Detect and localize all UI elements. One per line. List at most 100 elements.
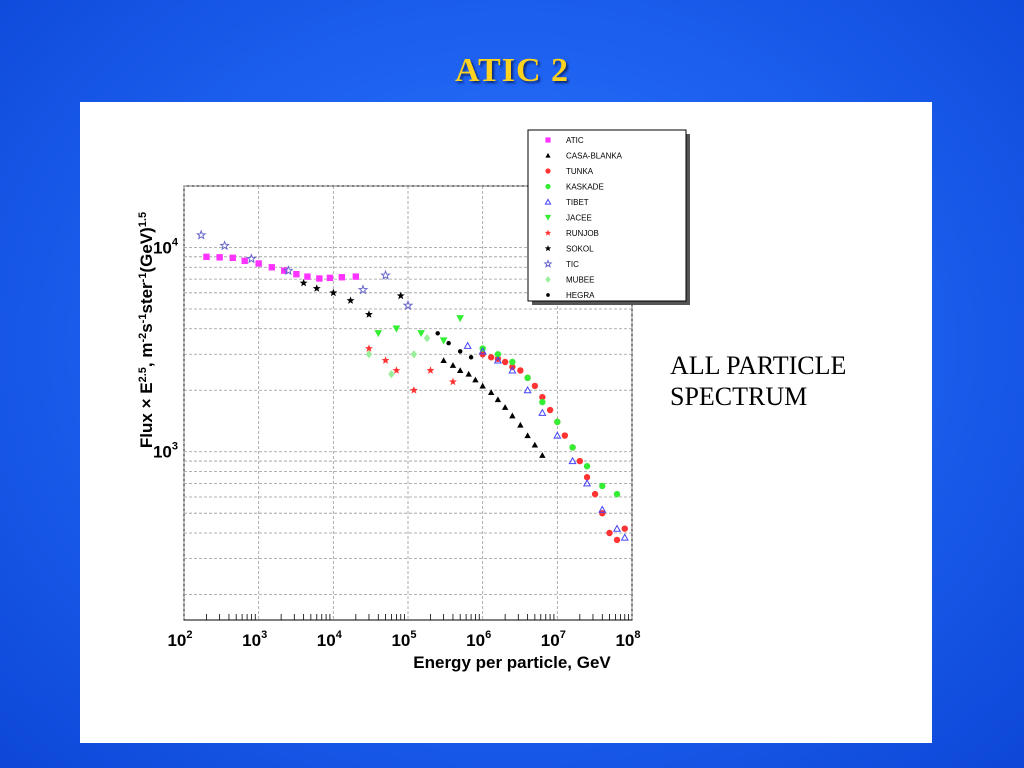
data-point — [582, 479, 592, 487]
data-point — [501, 358, 509, 366]
legend-marker — [546, 293, 550, 297]
y-axis-title: Flux × E2.5, m-2s-1ster-1(GeV)1.5 — [137, 212, 156, 448]
legend-label: SOKOL — [566, 245, 594, 254]
y-axis-title-part: , m — [137, 343, 156, 368]
data-point — [538, 408, 547, 416]
data-point — [599, 482, 606, 490]
data-point — [410, 386, 418, 394]
data-point — [463, 341, 472, 349]
legend-label: TUNKA — [566, 167, 594, 176]
data-point — [283, 265, 294, 276]
tick-base: 10 — [153, 443, 172, 462]
data-point — [509, 358, 516, 366]
data-point — [329, 288, 338, 297]
x-tick-label: 103 — [242, 629, 267, 650]
series-runjob — [365, 344, 457, 394]
legend-marker — [545, 152, 551, 158]
data-point — [312, 284, 321, 292]
legend-marker — [544, 198, 552, 205]
data-point — [524, 432, 531, 439]
data-point — [501, 404, 509, 410]
data-point — [410, 350, 418, 359]
legend-marker — [543, 259, 553, 268]
data-point — [599, 510, 606, 517]
y-axis-title-exp: -1 — [137, 314, 149, 324]
data-point — [219, 240, 230, 251]
data-point — [546, 406, 554, 414]
tick-exp: 4 — [336, 629, 343, 641]
series-tic — [195, 229, 414, 311]
series-kaskade — [479, 345, 621, 498]
data-point — [440, 357, 447, 363]
data-point — [396, 291, 405, 300]
data-point — [380, 269, 391, 280]
data-point — [569, 444, 576, 451]
series-sokol — [299, 278, 405, 318]
series-casa-blanka — [440, 357, 546, 458]
data-point — [293, 270, 300, 278]
data-point — [487, 354, 495, 361]
data-point — [392, 325, 401, 333]
legend-marker — [544, 245, 552, 252]
data-point — [255, 260, 262, 267]
legend: ATIC CASA-BLANKA TUNKA KASKADE TIBET JACEE RUN… — [527, 129, 690, 305]
data-point — [468, 355, 474, 360]
data-point — [478, 347, 487, 355]
data-point — [568, 456, 577, 465]
series-tibet — [463, 341, 629, 541]
legend-marker — [544, 214, 552, 221]
data-point — [539, 398, 546, 406]
data-point — [487, 389, 495, 396]
tick-exp: 5 — [410, 629, 416, 641]
data-point — [591, 490, 599, 498]
tick-exp: 3 — [172, 441, 178, 453]
tick-base: 10 — [153, 238, 172, 257]
data-point — [281, 267, 288, 274]
data-point — [457, 349, 463, 354]
legend-marker — [544, 229, 552, 236]
data-point — [338, 274, 346, 281]
data-point — [606, 529, 613, 537]
y-axis-title-part: (GeV) — [137, 227, 156, 272]
data-point — [531, 441, 539, 448]
data-point — [553, 431, 562, 439]
legend-label: JACEE — [566, 214, 592, 223]
legend-label: ATIC — [566, 136, 584, 145]
data-point — [620, 533, 629, 541]
x-tick-label: 104 — [317, 629, 343, 650]
legend-marker — [545, 276, 551, 283]
data-point — [426, 366, 435, 374]
y-tick-label: 103 — [153, 441, 178, 462]
series-atic — [203, 253, 360, 282]
legend-label: KASKADE — [566, 183, 604, 192]
x-tick-label: 102 — [167, 629, 192, 650]
legend-label: MUBEE — [566, 276, 594, 285]
tick-exp: 7 — [560, 629, 566, 641]
data-point — [465, 370, 472, 377]
data-point — [374, 330, 383, 338]
x-tick-label: 105 — [391, 629, 416, 650]
data-point — [417, 330, 425, 338]
tick-base: 10 — [242, 631, 261, 650]
data-point — [346, 296, 355, 304]
data-point — [326, 274, 334, 282]
data-point — [446, 340, 451, 346]
series-mubee — [365, 333, 431, 379]
data-point — [494, 396, 502, 403]
data-point — [357, 284, 369, 295]
data-point — [583, 462, 591, 470]
y-tick-label: 104 — [153, 236, 179, 257]
data-point — [494, 351, 502, 358]
data-point — [439, 337, 448, 345]
tick-exp: 3 — [261, 629, 267, 641]
data-point — [246, 253, 257, 264]
data-point — [612, 524, 622, 532]
data-point — [508, 366, 517, 374]
y-axis-title-exp: 2.5 — [137, 367, 149, 382]
data-point — [456, 315, 465, 323]
slide-title: ATIC 2 — [455, 52, 569, 89]
y-axis-title-exp: -2 — [137, 333, 149, 343]
data-point — [598, 505, 607, 513]
data-point — [554, 418, 561, 426]
tick-base: 10 — [167, 631, 186, 650]
